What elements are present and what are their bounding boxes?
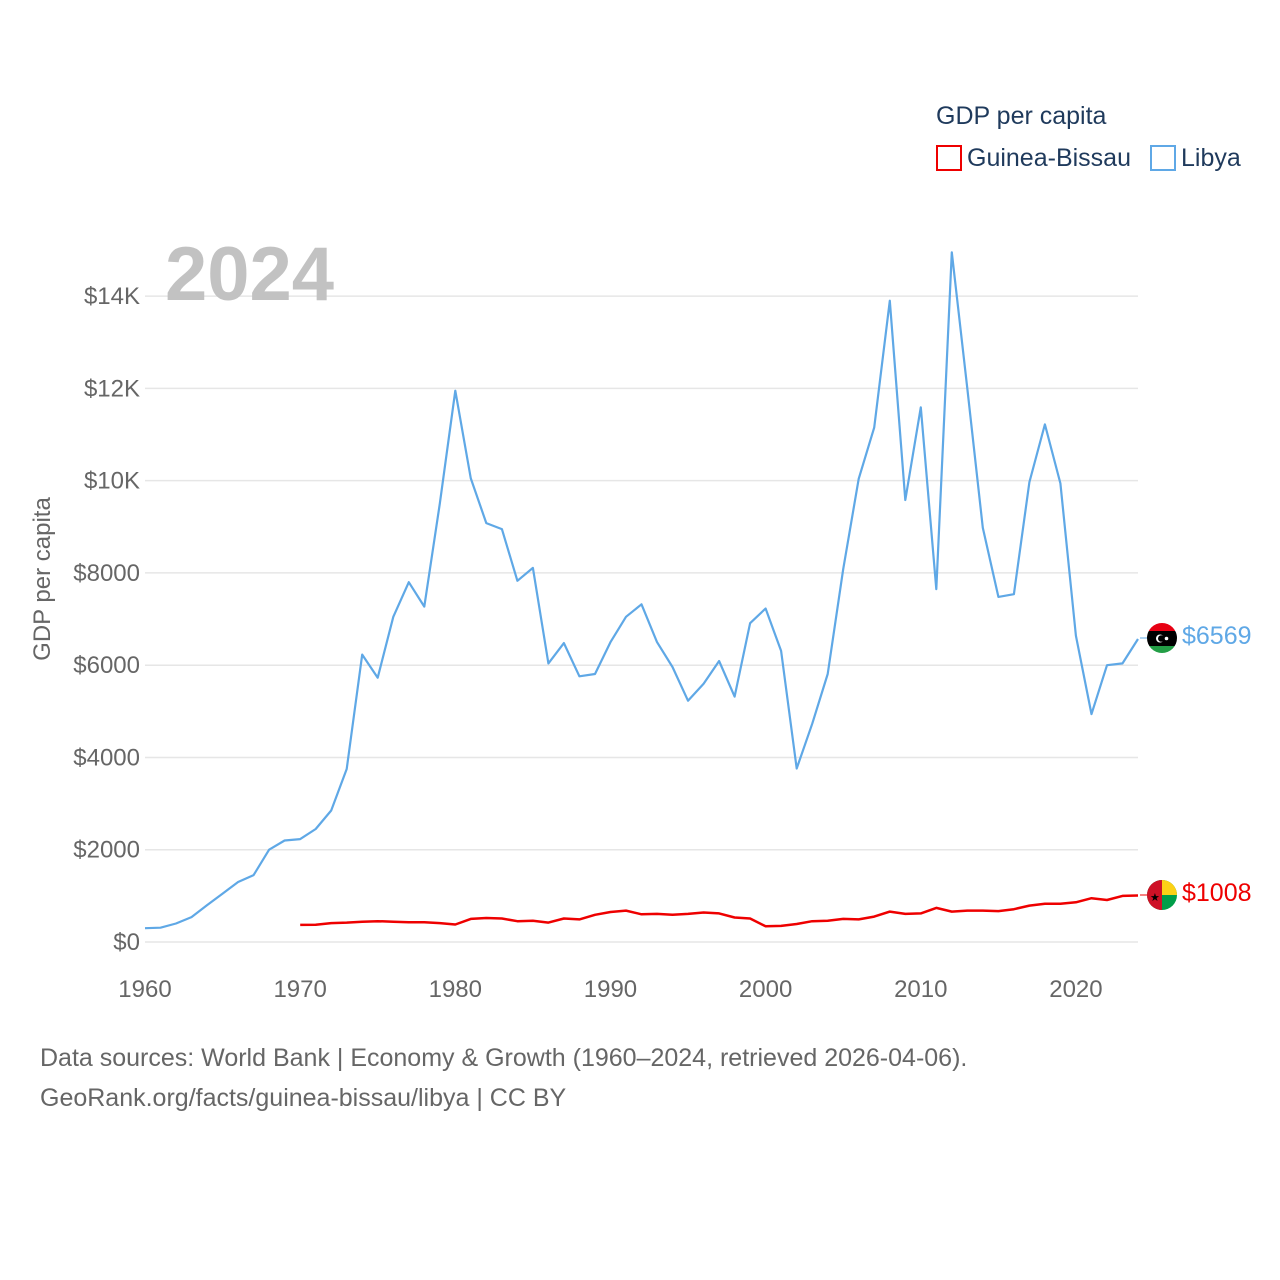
guinea-bissau-end-label: $1008: [1182, 879, 1252, 907]
legend-swatch-libya: [1150, 145, 1176, 171]
series-line-libya[interactable]: [144, 251, 1139, 930]
legend-item-guinea-bissau[interactable]: Guinea-Bissau: [936, 144, 1131, 172]
y-tick-label: $4000: [73, 744, 140, 771]
legend-label-guinea-bissau: Guinea-Bissau: [967, 144, 1131, 172]
footer-link[interactable]: GeoRank.org/facts/guinea-bissau/libya | …: [40, 1084, 567, 1112]
gdp-line-chart: $0 $2000 $4000 $6000 $8000 $10K $12K $14K 1960 19…: [29, 102, 1252, 1003]
x-tick-label: 2010: [894, 976, 947, 1003]
x-tick-label: 2000: [739, 976, 792, 1003]
y-tick-label: $6000: [73, 652, 140, 679]
svg-text:★: ★: [1150, 891, 1160, 904]
axes: $0 $2000 $4000 $6000 $8000 $10K $12K $14K 1960 19…: [73, 283, 1102, 1003]
y-tick-label: $0: [113, 929, 140, 956]
series-line-guinea-bissau[interactable]: [300, 894, 1139, 928]
y-tick-label: $8000: [73, 560, 140, 587]
y-tick-label: $2000: [73, 837, 140, 864]
x-tick-label: 1980: [429, 976, 482, 1003]
y-axis-label: GDP per capita: [29, 497, 56, 661]
guinea-bissau-flag-icon: ★: [1147, 880, 1177, 910]
x-tick-label: 1990: [584, 976, 637, 1003]
y-tick-label: $10K: [84, 468, 140, 495]
x-tick-label: 1970: [273, 976, 326, 1003]
y-tick-label: $12K: [84, 375, 140, 402]
grid-lines: [145, 295, 1138, 943]
legend-item-libya[interactable]: Libya: [1150, 144, 1241, 172]
footer-sources: Data sources: World Bank | Economy & Gro…: [40, 1044, 968, 1072]
y-tick-label: $14K: [84, 283, 140, 310]
legend-label-libya: Libya: [1181, 144, 1241, 172]
x-tick-label: 2020: [1049, 976, 1102, 1003]
series-lines: [144, 251, 1139, 930]
legend-title: GDP per capita: [936, 102, 1107, 130]
legend-swatch-guinea-bissau: [936, 145, 962, 171]
libya-end-label: $6569: [1182, 622, 1252, 650]
libya-flag-icon: [1147, 623, 1177, 653]
year-watermark: 2024: [165, 232, 334, 317]
x-tick-label: 1960: [118, 976, 171, 1003]
